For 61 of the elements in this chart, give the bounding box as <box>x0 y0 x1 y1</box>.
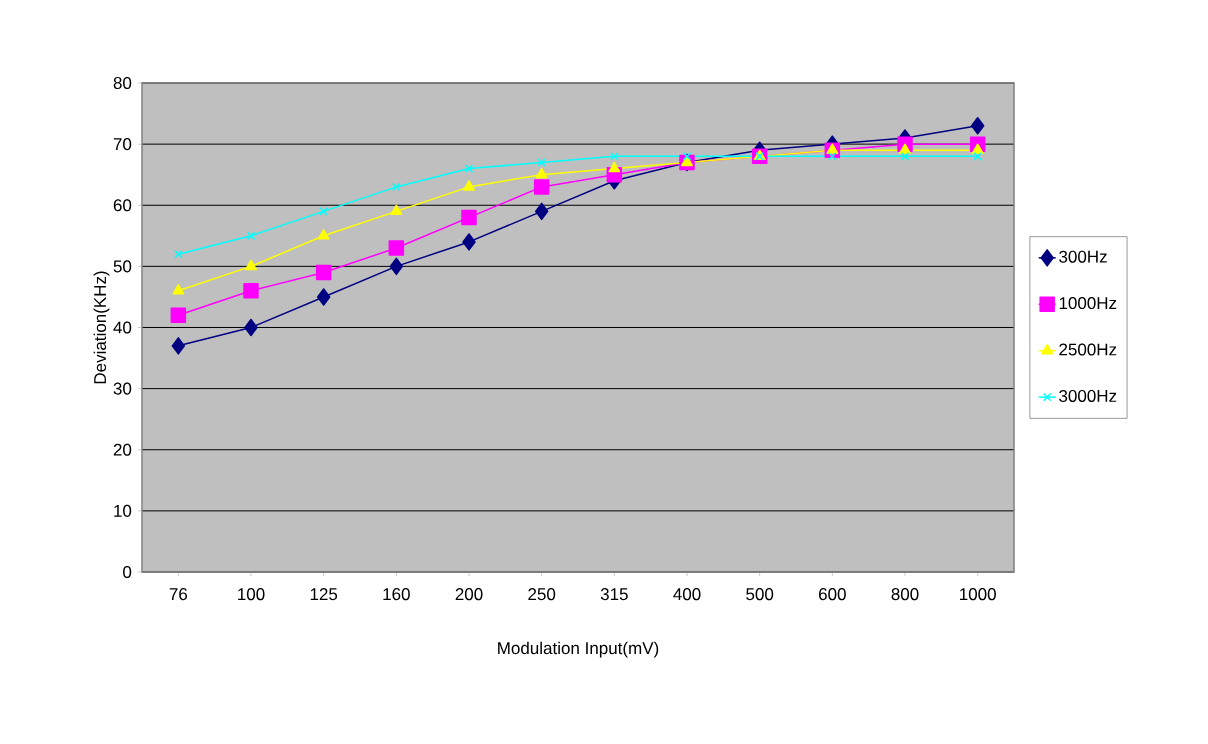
y-axis-title: Deviation(KHz) <box>93 271 110 384</box>
x-tick-label: 1000 <box>960 588 996 601</box>
point <box>243 283 259 299</box>
x-tick-label: 600 <box>819 588 846 601</box>
point <box>389 257 404 276</box>
point <box>172 284 185 295</box>
x-tick-label: 200 <box>455 588 483 601</box>
point <box>319 207 328 216</box>
point <box>392 182 401 192</box>
legend-label: 300Hz <box>1059 250 1107 263</box>
point <box>534 202 549 221</box>
point <box>461 209 477 226</box>
legend-label: 1000Hz <box>1059 297 1117 310</box>
point <box>608 161 621 173</box>
point <box>973 152 982 161</box>
point <box>900 152 910 161</box>
point <box>826 143 839 154</box>
x-axis-title: Modulation Input(mV) <box>498 641 659 658</box>
point <box>533 179 550 195</box>
point <box>462 233 476 251</box>
y-tick-label: 30 <box>113 382 132 395</box>
point <box>315 264 332 281</box>
y-tick-label: 70 <box>113 138 132 151</box>
point <box>244 318 258 337</box>
y-tick-label: 40 <box>113 321 132 334</box>
x-tick-label: 315 <box>600 588 628 601</box>
point <box>245 259 257 271</box>
point <box>535 167 548 179</box>
point <box>171 337 186 355</box>
x-tick-label: 100 <box>238 588 265 601</box>
point <box>971 143 984 154</box>
point <box>388 240 405 256</box>
x-tick-label: 160 <box>383 588 410 601</box>
y-tick-label: 20 <box>113 443 132 456</box>
point <box>246 231 256 241</box>
point <box>464 164 474 173</box>
point <box>170 307 187 324</box>
point <box>970 117 985 135</box>
x-tick-label: 76 <box>169 588 188 601</box>
y-tick-label: 60 <box>113 199 132 212</box>
point <box>610 152 619 161</box>
point <box>828 152 837 161</box>
x-tick-label: 500 <box>746 588 774 601</box>
point <box>682 152 692 161</box>
point <box>390 204 403 216</box>
point <box>537 158 546 167</box>
x-tick-label: 125 <box>310 588 338 601</box>
x-tick-label: 400 <box>673 588 701 601</box>
x-tick-label: 250 <box>528 588 556 601</box>
point <box>317 229 330 240</box>
point <box>174 249 183 259</box>
y-tick-label: 10 <box>114 504 132 517</box>
point <box>316 288 331 306</box>
legend-label: 2500Hz <box>1059 343 1117 356</box>
x-tick-label: 800 <box>891 588 919 601</box>
point <box>899 143 911 154</box>
y-tick-label: 50 <box>113 260 132 273</box>
point <box>463 180 475 191</box>
y-tick-label: 80 <box>113 76 132 90</box>
legend-label: 3000Hz <box>1059 389 1117 402</box>
y-tick-label: 0 <box>123 565 132 579</box>
